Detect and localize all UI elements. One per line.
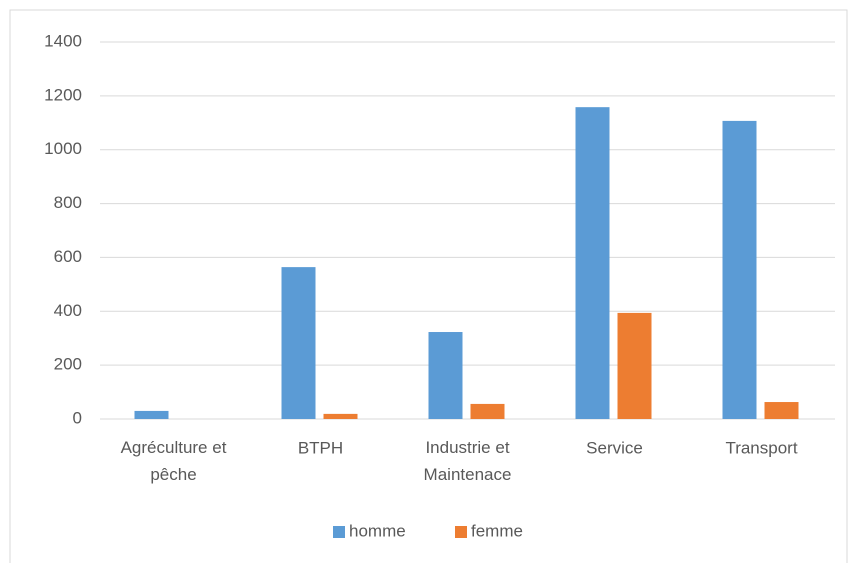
legend-swatch [333, 526, 345, 538]
x-tick-label: Industrie et Maintenace [424, 438, 512, 484]
bar [323, 413, 358, 419]
y-tick-label: 1400 [44, 31, 82, 50]
legend-swatch [455, 526, 467, 538]
x-tick-label: Transport [725, 438, 797, 457]
y-tick-label: 1200 [44, 85, 82, 104]
x-tick-label: Agréculture et pêche [121, 438, 227, 484]
bar [134, 410, 169, 419]
legend-label: homme [349, 521, 406, 540]
y-tick-label: 600 [54, 247, 82, 266]
bar [617, 312, 652, 419]
bar [470, 403, 505, 419]
y-tick-label: 200 [54, 355, 82, 374]
x-tick-label: Service [586, 438, 643, 457]
y-tick-label: 400 [54, 301, 82, 320]
x-tick-label: BTPH [298, 438, 343, 457]
bar [764, 402, 799, 419]
bar [722, 120, 757, 420]
y-tick-label: 800 [54, 193, 82, 212]
y-tick-label: 0 [73, 408, 82, 427]
y-tick-label: 1000 [44, 139, 82, 158]
bar [281, 267, 316, 419]
bar [428, 332, 463, 419]
bar [575, 107, 610, 419]
legend-label: femme [471, 521, 523, 540]
chart-border [9, 9, 848, 563]
